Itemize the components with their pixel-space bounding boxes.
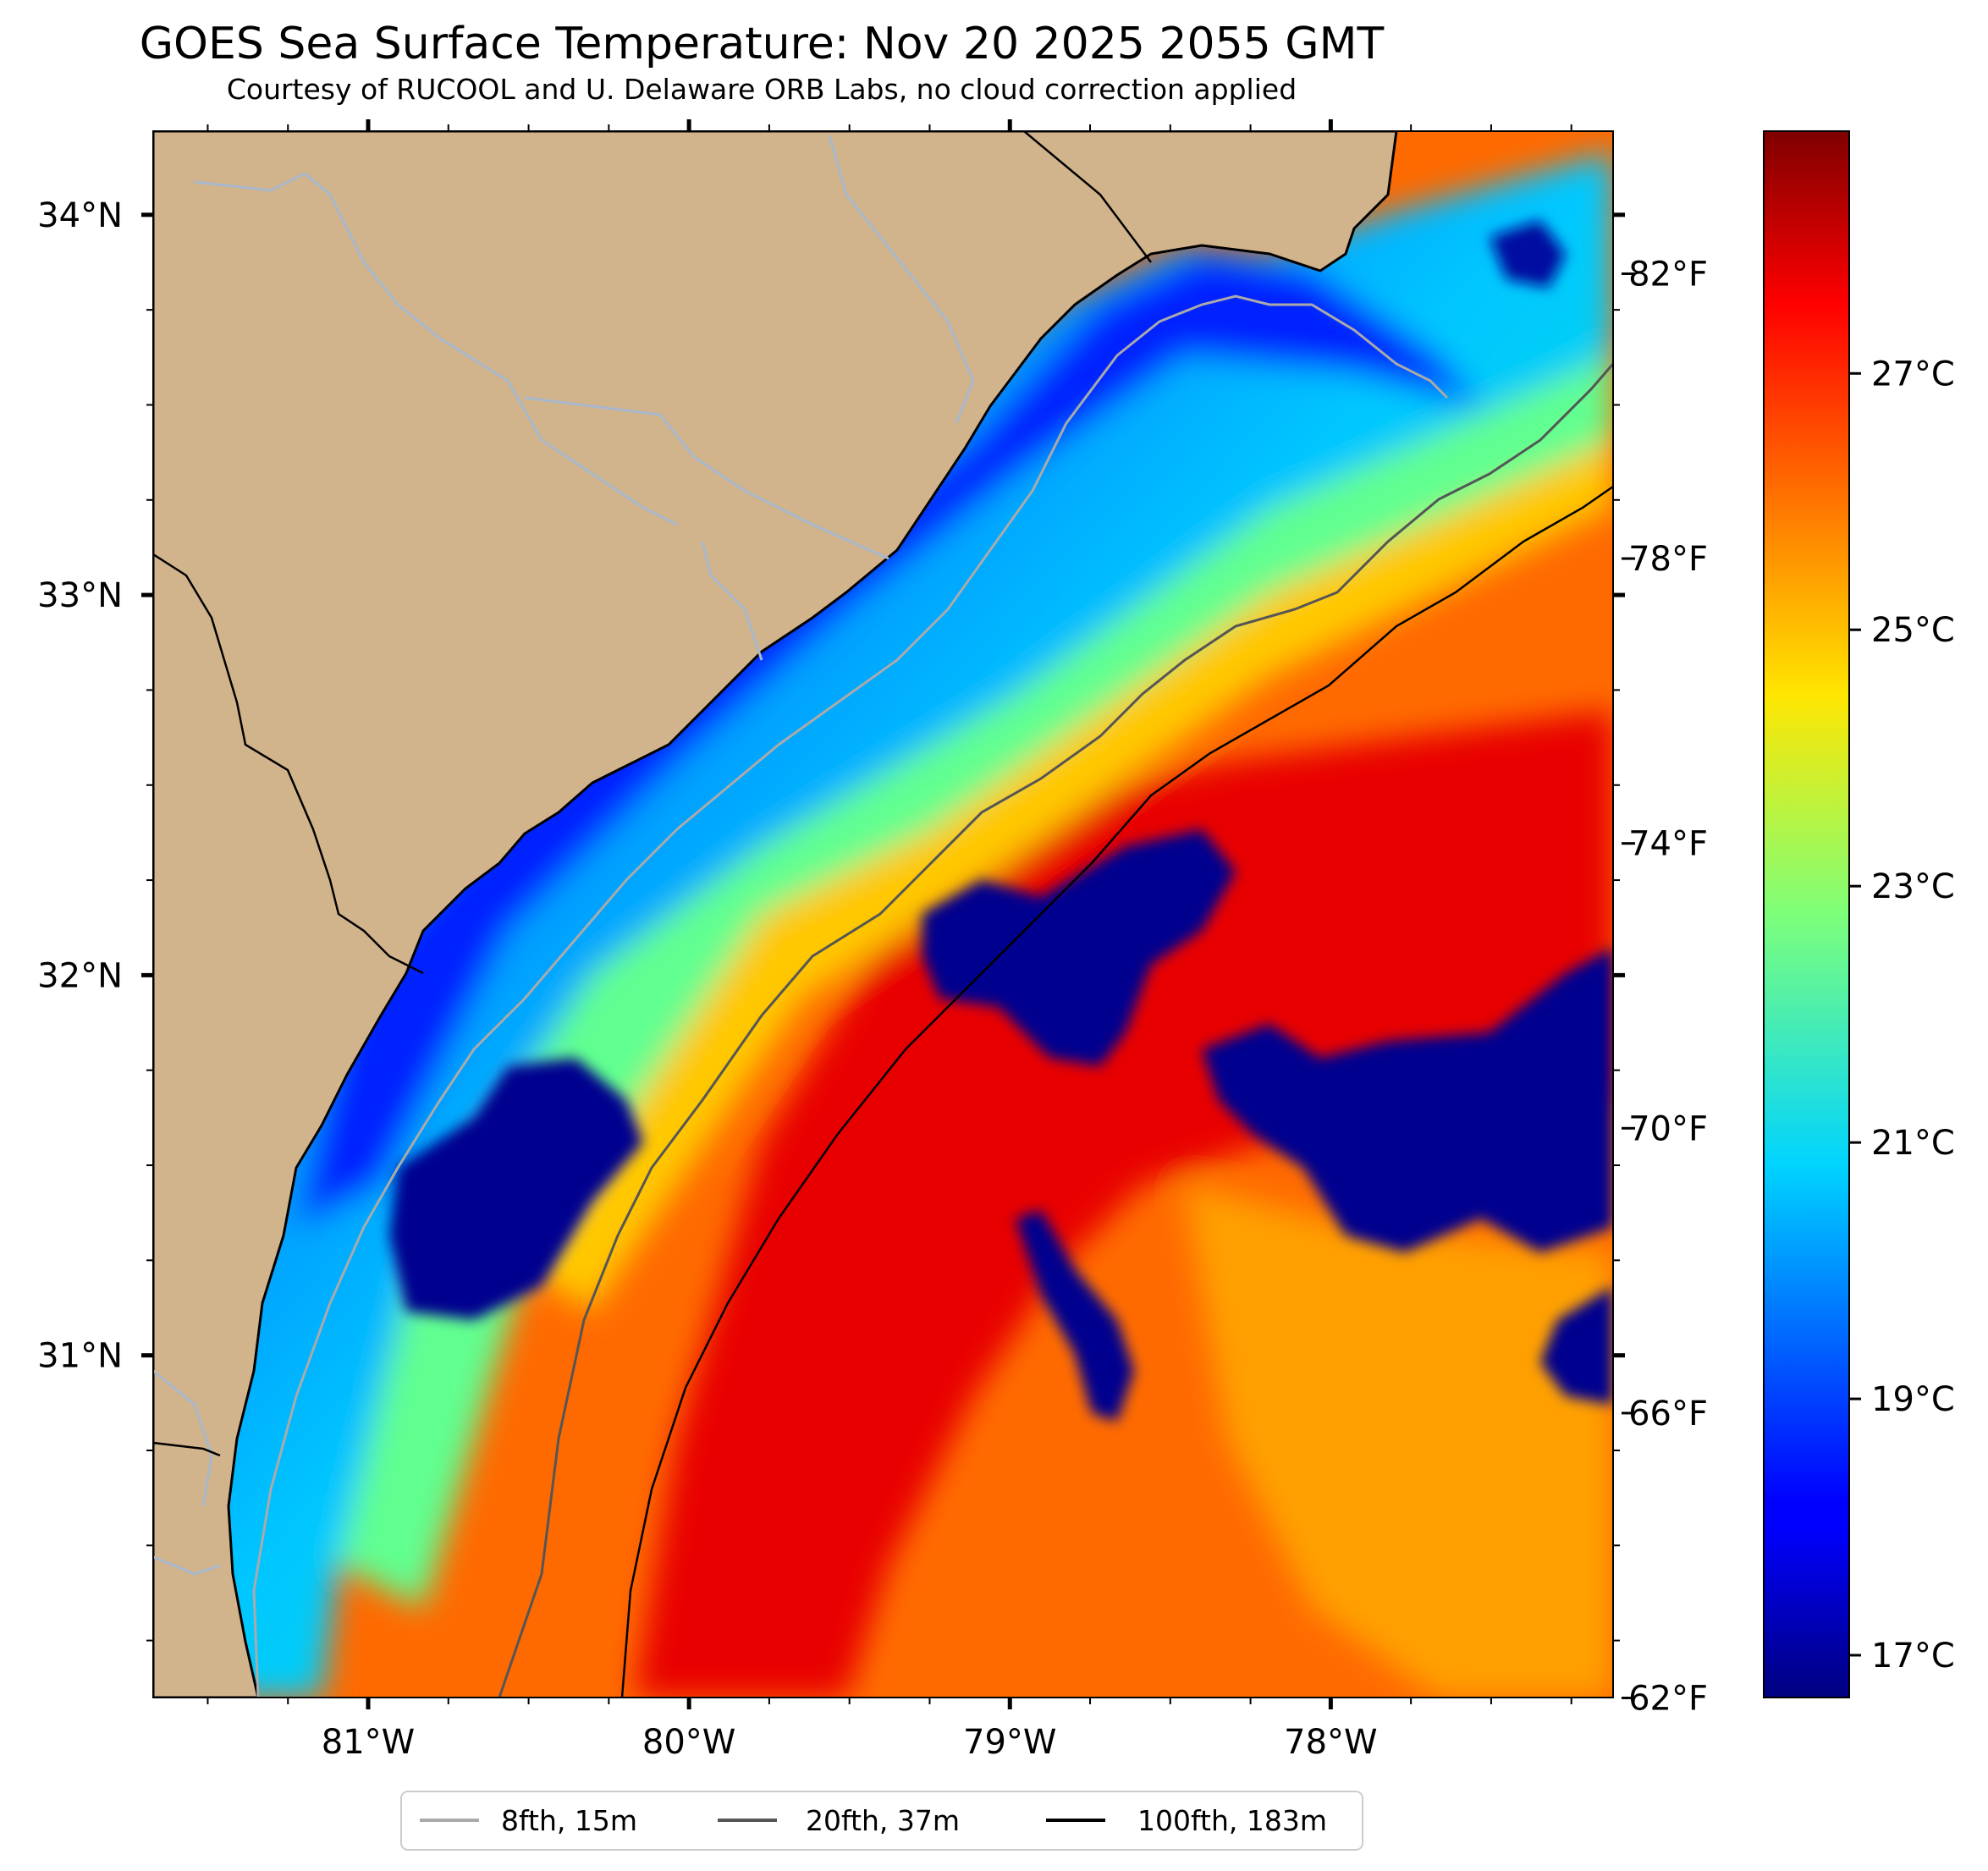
- celsius-tick-label: 23°C: [1871, 867, 1955, 906]
- fahrenheit-tick-label: 66°F: [1628, 1395, 1708, 1434]
- lon-tick-label: 79°W: [963, 1723, 1056, 1762]
- nc-sc-border: [1023, 131, 1152, 263]
- sst-cold-eddies: [389, 220, 1613, 1422]
- fahrenheit-tick-label: 70°F: [1628, 1109, 1708, 1148]
- fahrenheit-tick-label: 82°F: [1628, 255, 1708, 294]
- celsius-tick-label: 25°C: [1871, 611, 1955, 650]
- lon-tick-label: 80°W: [642, 1723, 735, 1762]
- colorbar-gradient: [1763, 130, 1850, 1698]
- sst-orange-east: [1185, 1185, 1613, 1698]
- legend-label-100fth: 100fth, 183m: [1137, 1804, 1327, 1837]
- cold-patch-northeast: [1490, 220, 1566, 288]
- sst-warm-red-band: [635, 711, 1613, 1698]
- legend: 8fth, 15m 20fth, 37m 100fth, 183m: [400, 1791, 1363, 1851]
- isobath-8fth-line: [252, 294, 1449, 1698]
- map-subtitle: Courtesy of RUCOOL and U. Delaware ORB L…: [226, 73, 1297, 106]
- lat-tick-label: 32°N: [37, 956, 123, 995]
- lon-tick-label: 78°W: [1284, 1723, 1377, 1762]
- celsius-tick-label: 17°C: [1871, 1637, 1955, 1676]
- cold-patch-shelf: [389, 1058, 643, 1320]
- isobath-20fth-line: [498, 363, 1613, 1698]
- legend-label-8fth: 8fth, 15m: [501, 1804, 637, 1837]
- fahrenheit-tick-label: 74°F: [1628, 825, 1708, 864]
- celsius-tick-label: 27°C: [1871, 355, 1955, 393]
- map-ticks: 81°W 80°W 79°W 78°W 34°N 33°N 32°N 31°N: [37, 119, 1625, 1762]
- lat-tick-label: 33°N: [37, 576, 123, 615]
- legend-item-100fth: 100fth, 183m: [1046, 1804, 1327, 1837]
- legend-box: [400, 1791, 1363, 1851]
- sst-yellow-front: [525, 440, 1613, 1312]
- isobaths: [252, 294, 1613, 1698]
- fahrenheit-tick-label: 78°F: [1628, 540, 1708, 579]
- lat-tick-label: 31°N: [37, 1337, 123, 1376]
- ga-fl-border: [153, 1441, 221, 1457]
- legend-label-20fth: 20fth, 37m: [806, 1804, 960, 1837]
- lon-tick-label: 81°W: [322, 1723, 415, 1762]
- sst-green-front: [339, 355, 1613, 1608]
- cold-patch-central: [922, 829, 1236, 1066]
- rivers: [153, 135, 975, 1576]
- lat-tick-label: 34°N: [37, 196, 123, 235]
- fahrenheit-tick-label: 62°F: [1628, 1680, 1708, 1719]
- cold-filament: [1016, 1210, 1134, 1422]
- celsius-tick-label: 19°C: [1871, 1380, 1955, 1419]
- land: [153, 131, 1398, 1698]
- cold-patch-east: [1202, 948, 1613, 1252]
- legend-item-20fth: 20fth, 37m: [718, 1804, 960, 1837]
- celsius-tick-label: 21°C: [1871, 1124, 1955, 1163]
- colorbar: 17°C 19°C 21°C 23°C 25°C 27°C 62°F 66°F 70°F 74°F…: [1622, 130, 1955, 1719]
- state-boundaries: [153, 131, 1152, 1457]
- legend-item-8fth: 8fth, 15m: [420, 1804, 637, 1837]
- sc-ga-border: [153, 553, 424, 975]
- map-frame: [152, 130, 1614, 1698]
- sst-nearshore-blue: [296, 254, 1481, 1227]
- cold-patch-southeast: [1540, 1286, 1613, 1405]
- map-title: GOES Sea Surface Temperature: Nov 20 202…: [139, 19, 1385, 69]
- isobath-100fth-line: [620, 485, 1613, 1698]
- map-area: [153, 131, 1613, 1698]
- colorbar-ticks: 17°C 19°C 21°C 23°C 25°C 27°C 62°F 66°F 70°F 74°F…: [1622, 255, 1955, 1719]
